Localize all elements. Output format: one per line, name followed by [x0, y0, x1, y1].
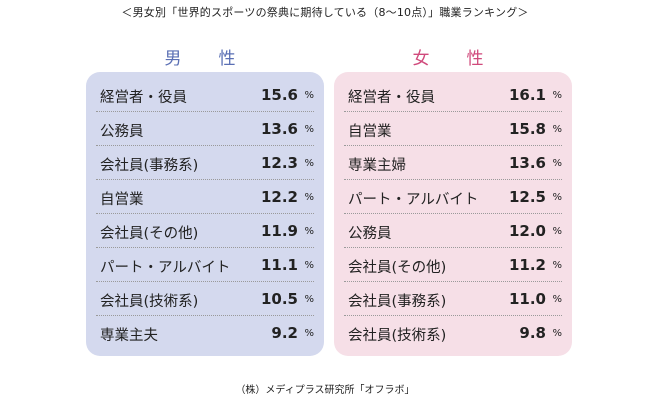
row-divider — [344, 111, 562, 112]
female-ranking-row: 専業主婦 13.6% — [344, 146, 562, 180]
percentage-value: 12.0 — [508, 222, 546, 240]
job-label: 会社員(事務系) — [100, 158, 199, 174]
percent-unit: % — [304, 328, 314, 339]
percentage-value: 13.6 — [260, 120, 298, 138]
job-label: 会社員(その他) — [348, 260, 447, 276]
row-divider — [96, 315, 314, 316]
row-divider — [96, 213, 314, 214]
percentage-value: 15.6 — [260, 86, 298, 104]
percentage-value: 12.5 — [508, 188, 546, 206]
percent-unit: % — [304, 192, 314, 203]
female-ranking-row: 公務員 12.0% — [344, 214, 562, 248]
row-divider — [344, 281, 562, 282]
row-divider — [96, 247, 314, 248]
percentage-value: 10.5 — [260, 290, 298, 308]
percentage-value: 9.2 — [271, 324, 298, 342]
male-ranking-panel: 経営者・役員 15.6% 公務員 13.6% 会社員(事務系) 12.3% 自営業 12.2%… — [86, 72, 324, 356]
job-label: 会社員(その他) — [100, 226, 199, 242]
percent-unit: % — [552, 192, 562, 203]
row-divider — [344, 145, 562, 146]
job-label: パート・アルバイト — [100, 260, 231, 276]
percentage-value: 12.3 — [260, 154, 298, 172]
percentage-value: 13.6 — [508, 154, 546, 172]
percent-unit: % — [304, 226, 314, 237]
percent-unit: % — [304, 158, 314, 169]
job-label: 公務員 — [348, 226, 392, 242]
female-ranking-row: 会社員(技術系) 9.8% — [344, 316, 562, 350]
male-ranking-row: 会社員(事務系) 12.3% — [96, 146, 314, 180]
female-ranking-row: 経営者・役員 16.1% — [344, 78, 562, 112]
percentage-value: 9.8 — [519, 324, 546, 342]
female-ranking-panel: 経営者・役員 16.1% 自営業 15.8% 専業主婦 13.6% パート・アルバイト 12.… — [334, 72, 572, 356]
job-label: 自営業 — [348, 124, 392, 140]
row-divider — [96, 281, 314, 282]
male-ranking-row: 経営者・役員 15.6% — [96, 78, 314, 112]
percent-unit: % — [552, 328, 562, 339]
job-label: パート・アルバイト — [348, 192, 479, 208]
job-label: 会社員(事務系) — [348, 294, 447, 310]
percentage-value: 16.1 — [508, 86, 546, 104]
male-ranking-row: 会社員(技術系) 10.5% — [96, 282, 314, 316]
percent-unit: % — [304, 90, 314, 101]
female-ranking-row: 会社員(事務系) 11.0% — [344, 282, 562, 316]
male-ranking-row: 自営業 12.2% — [96, 180, 314, 214]
female-ranking-row: 会社員(その他) 11.2% — [344, 248, 562, 282]
row-divider — [344, 213, 562, 214]
row-divider — [96, 179, 314, 180]
percentage-value: 11.9 — [260, 222, 298, 240]
percent-unit: % — [304, 260, 314, 271]
percent-unit: % — [552, 226, 562, 237]
source-credit: （株）メディプラス研究所「オフラボ」 — [235, 385, 415, 396]
percentage-value: 12.2 — [260, 188, 298, 206]
chart-title: ＜男女別「世界的スポーツの祭典に期待している（8〜10点）」職業ランキング＞ — [121, 6, 529, 19]
percent-unit: % — [552, 124, 562, 135]
job-label: 経営者・役員 — [348, 90, 435, 106]
female-ranking-row: パート・アルバイト 12.5% — [344, 180, 562, 214]
female-heading: 女 性 — [412, 49, 494, 69]
job-label: 会社員(技術系) — [348, 328, 447, 344]
male-ranking-row: 専業主夫 9.2% — [96, 316, 314, 350]
percent-unit: % — [552, 260, 562, 271]
percent-unit: % — [552, 294, 562, 305]
row-divider — [344, 315, 562, 316]
percent-unit: % — [304, 294, 314, 305]
row-divider — [344, 179, 562, 180]
row-divider — [344, 247, 562, 248]
male-ranking-row: 会社員(その他) 11.9% — [96, 214, 314, 248]
percentage-value: 11.2 — [508, 256, 546, 274]
job-label: 会社員(技術系) — [100, 294, 199, 310]
job-label: 専業主婦 — [348, 158, 406, 174]
row-divider — [96, 111, 314, 112]
female-ranking-row: 自営業 15.8% — [344, 112, 562, 146]
job-label: 専業主夫 — [100, 328, 158, 344]
percent-unit: % — [552, 90, 562, 101]
male-ranking-row: 公務員 13.6% — [96, 112, 314, 146]
male-heading: 男 性 — [164, 49, 246, 69]
job-label: 経営者・役員 — [100, 90, 187, 106]
percent-unit: % — [552, 158, 562, 169]
percentage-value: 11.1 — [260, 256, 298, 274]
percentage-value: 11.0 — [508, 290, 546, 308]
male-ranking-row: パート・アルバイト 11.1% — [96, 248, 314, 282]
job-label: 自営業 — [100, 192, 144, 208]
row-divider — [96, 145, 314, 146]
percentage-value: 15.8 — [508, 120, 546, 138]
percent-unit: % — [304, 124, 314, 135]
job-label: 公務員 — [100, 124, 144, 140]
